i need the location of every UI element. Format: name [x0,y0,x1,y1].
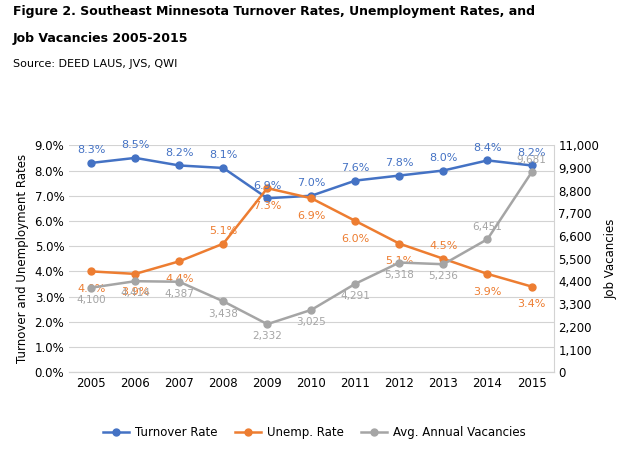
Turnover Rate [87,160,95,166]
Text: 5.1%: 5.1% [386,256,413,266]
Text: 3,438: 3,438 [208,309,238,319]
Line: Unemp. Rate: Unemp. Rate [87,185,535,290]
Unemp. Rate [484,271,491,276]
Turnover Rate [440,168,447,173]
Text: 8.0%: 8.0% [429,153,458,163]
Text: 6.0%: 6.0% [342,233,369,243]
Text: 6.9%: 6.9% [297,211,326,221]
Avg. Annual Vacancies [220,299,227,304]
Avg. Annual Vacancies [87,285,95,291]
Text: 6,451: 6,451 [472,222,503,232]
Text: Job Vacancies 2005-2015: Job Vacancies 2005-2015 [13,32,188,45]
Text: 4,414: 4,414 [120,288,150,298]
Text: 3.9%: 3.9% [121,286,150,296]
Avg. Annual Vacancies [396,260,403,265]
Text: 2,332: 2,332 [252,331,282,341]
Text: 4.5%: 4.5% [429,241,458,251]
Turnover Rate [308,193,315,198]
Text: 8.2%: 8.2% [517,148,546,158]
Text: 7.8%: 7.8% [385,158,414,168]
Text: 7.0%: 7.0% [297,178,326,188]
Text: 4.4%: 4.4% [165,274,194,284]
Text: 4.0%: 4.0% [77,284,106,294]
Unemp. Rate [264,185,271,191]
Avg. Annual Vacancies [440,262,447,267]
Text: 8.5%: 8.5% [121,140,150,150]
Turnover Rate [131,155,139,161]
Unemp. Rate [175,259,183,264]
Text: 4,291: 4,291 [340,291,370,301]
Unemp. Rate [308,196,315,201]
Text: Figure 2. Southeast Minnesota Turnover Rates, Unemployment Rates, and: Figure 2. Southeast Minnesota Turnover R… [13,5,535,18]
Unemp. Rate [87,269,95,274]
Turnover Rate [484,158,491,163]
Legend: Turnover Rate, Unemp. Rate, Avg. Annual Vacancies: Turnover Rate, Unemp. Rate, Avg. Annual … [98,421,531,444]
Turnover Rate [264,196,271,201]
Text: 5,236: 5,236 [428,271,459,281]
Text: 3,025: 3,025 [296,317,326,327]
Avg. Annual Vacancies [528,170,535,175]
Text: Source: DEED LAUS, JVS, QWI: Source: DEED LAUS, JVS, QWI [13,59,177,69]
Turnover Rate [352,178,359,183]
Unemp. Rate [440,256,447,262]
Unemp. Rate [396,241,403,247]
Line: Avg. Annual Vacancies: Avg. Annual Vacancies [87,169,535,328]
Unemp. Rate [131,271,139,276]
Y-axis label: Job Vacancies: Job Vacancies [605,218,618,299]
Line: Turnover Rate: Turnover Rate [87,154,535,202]
Text: 5,318: 5,318 [384,270,415,280]
Text: 3.9%: 3.9% [473,286,502,296]
Turnover Rate [396,173,403,178]
Text: 7.6%: 7.6% [341,163,370,173]
Text: 8.3%: 8.3% [77,145,106,155]
Avg. Annual Vacancies [484,237,491,242]
Avg. Annual Vacancies [308,307,315,312]
Avg. Annual Vacancies [264,321,271,327]
Turnover Rate [528,163,535,168]
Unemp. Rate [220,241,227,247]
Avg. Annual Vacancies [352,281,359,286]
Avg. Annual Vacancies [175,279,183,285]
Text: 5.1%: 5.1% [209,226,237,236]
Text: 7.3%: 7.3% [253,201,282,211]
Text: 9,681: 9,681 [516,155,547,165]
Unemp. Rate [528,284,535,289]
Text: 3.4%: 3.4% [517,299,546,309]
Avg. Annual Vacancies [131,278,139,284]
Text: 4,100: 4,100 [76,295,106,305]
Y-axis label: Turnover and Unemployment Rates: Turnover and Unemployment Rates [16,154,29,363]
Turnover Rate [220,165,227,171]
Text: 4,387: 4,387 [164,289,194,299]
Text: 8.4%: 8.4% [473,143,502,153]
Text: 8.1%: 8.1% [209,150,238,160]
Text: 8.2%: 8.2% [165,148,194,158]
Unemp. Rate [352,218,359,224]
Turnover Rate [175,163,183,168]
Text: 6.9%: 6.9% [253,181,282,191]
